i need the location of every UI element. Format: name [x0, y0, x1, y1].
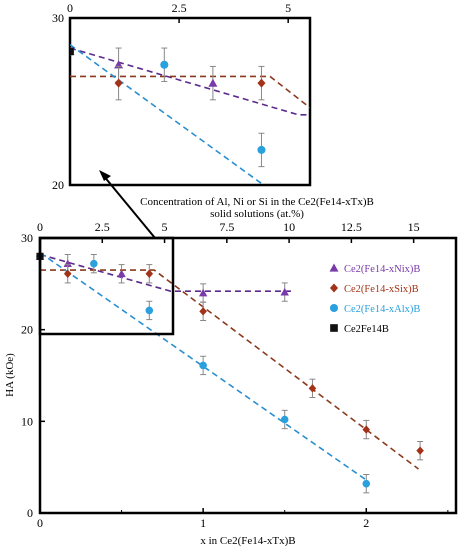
data-point	[66, 48, 74, 56]
data-point	[146, 307, 154, 315]
legend-label: Ce2Fe14B	[344, 324, 389, 335]
inset-top-tick-label: 0	[67, 1, 73, 15]
y-tick-label: 10	[21, 414, 33, 428]
x-tick-label: 2	[363, 516, 369, 530]
data-point	[160, 61, 168, 69]
y-tick-label: 20	[21, 323, 33, 337]
legend-marker	[330, 324, 338, 332]
data-point	[351, 114, 360, 122]
main-frame	[40, 238, 456, 513]
legend-marker	[330, 304, 338, 312]
y-axis-label: HA (kOe)	[4, 353, 16, 397]
data-point	[362, 480, 370, 488]
top-x-tick-label: 0	[37, 220, 43, 234]
top-x-tick-label: 5	[162, 220, 168, 234]
x-tick-label: 0	[37, 516, 43, 530]
data-point	[90, 260, 98, 268]
y-tick-label: 0	[27, 506, 33, 520]
x-axis-label: x in Ce2(Fe14-xTx)B	[200, 535, 295, 547]
data-point	[199, 362, 207, 370]
top-axis-label-line1: Concentration of Al, Ni or Si in the Ce2…	[140, 196, 374, 208]
data-point	[281, 416, 289, 424]
legend-label: Ce2(Fe14-xSix)B	[344, 284, 419, 295]
legend-label: Ce2(Fe14-xNix)B	[344, 264, 420, 275]
top-x-tick-label: 15	[408, 220, 420, 234]
top-x-tick-label: 2.5	[95, 220, 110, 234]
data-point	[257, 146, 265, 154]
inset-top-tick-label: 5	[285, 1, 291, 15]
top-x-tick-label: 10	[283, 220, 295, 234]
top-x-tick-label: 12.5	[341, 220, 362, 234]
inset-top-tick-label: 2.5	[172, 1, 187, 15]
data-point	[352, 147, 360, 156]
x-tick-label: 1	[200, 516, 206, 530]
top-axis-label-line2: solid solutions (at.%)	[210, 208, 304, 220]
inset-y-tick-label: 20	[52, 178, 64, 192]
legend-label: Ce2(Fe14-xAlx)B	[344, 304, 420, 315]
top-x-tick-label: 7.5	[219, 220, 234, 234]
inset-frame	[70, 18, 310, 185]
inset-y-tick-label: 30	[52, 11, 64, 25]
y-tick-label: 30	[21, 231, 33, 245]
